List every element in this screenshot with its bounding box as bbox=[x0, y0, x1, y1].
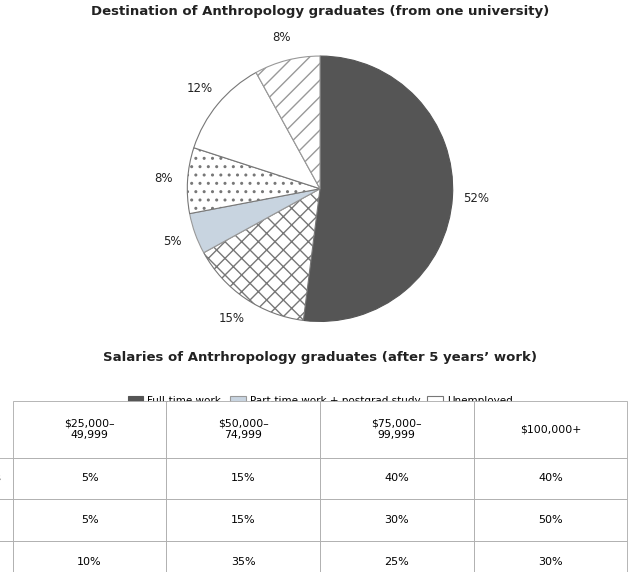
Title: Destination of Anthropology graduates (from one university): Destination of Anthropology graduates (f… bbox=[91, 5, 549, 18]
Text: 5%: 5% bbox=[163, 235, 182, 248]
Text: 52%: 52% bbox=[463, 192, 490, 205]
Text: 15%: 15% bbox=[219, 312, 245, 325]
Wedge shape bbox=[204, 189, 320, 320]
Text: 12%: 12% bbox=[186, 82, 212, 96]
Wedge shape bbox=[256, 56, 320, 189]
Text: 8%: 8% bbox=[272, 30, 291, 43]
Wedge shape bbox=[189, 189, 320, 253]
Wedge shape bbox=[188, 148, 320, 213]
Title: Salaries of Antrhropology graduates (after 5 years’ work): Salaries of Antrhropology graduates (aft… bbox=[103, 351, 537, 364]
Legend: Full-time work, Part-time work, Part-time work + postgrad study, Full-time postg: Full-time work, Part-time work, Part-tim… bbox=[127, 395, 513, 422]
Text: 8%: 8% bbox=[154, 172, 173, 185]
Wedge shape bbox=[194, 73, 320, 189]
Wedge shape bbox=[303, 56, 452, 321]
